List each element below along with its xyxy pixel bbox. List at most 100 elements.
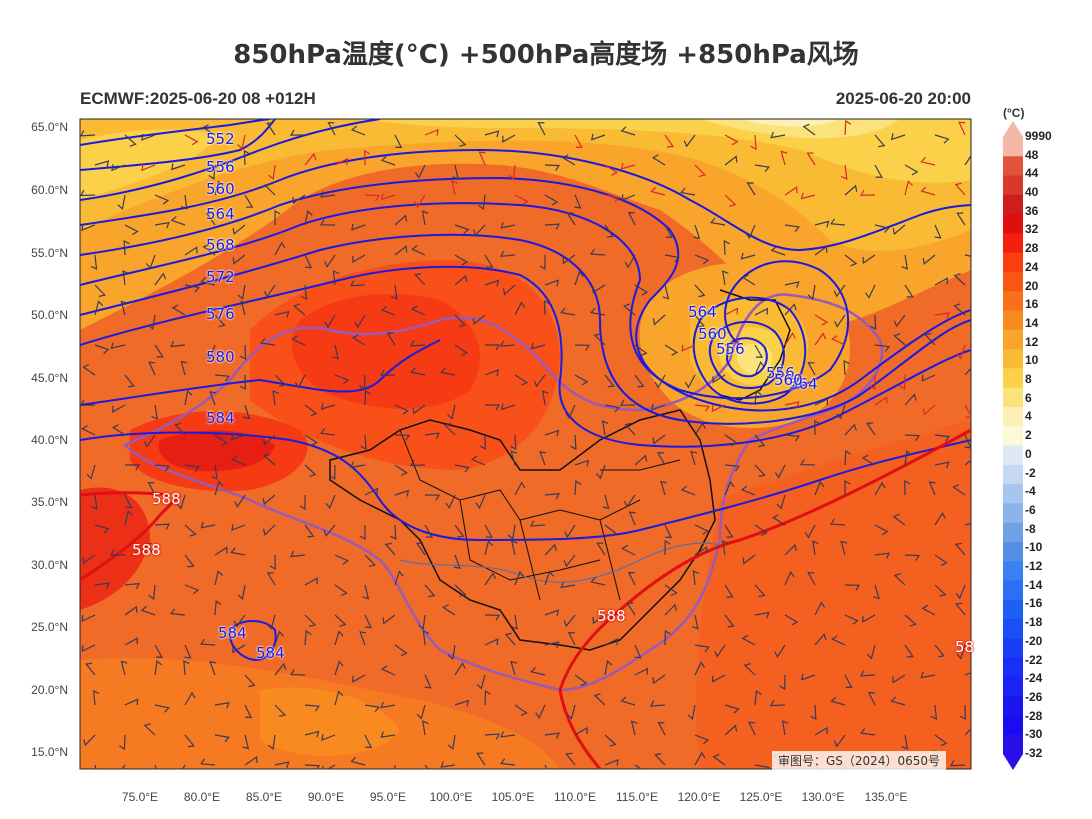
wind-barb [784,224,801,232]
wind-barb [539,254,546,271]
wind-barb [148,584,156,600]
colorbar-swatch [1003,619,1023,639]
wind-barb [500,222,516,229]
wind-barb [529,520,546,527]
wind-barb [319,219,336,226]
wind-barb [184,134,199,146]
wind-barb [263,183,276,196]
wind-barb [394,134,403,149]
wind-barb [169,608,186,616]
wind-barb [874,344,891,352]
wind-barb [560,307,576,316]
wind-barb [304,152,317,166]
wind-barb [710,217,726,226]
wind-barb [934,224,942,239]
lon-label: 105.0°E [491,790,535,804]
wind-barb [692,570,700,586]
wind-barb [350,756,366,766]
wind-barb [840,164,848,180]
wind-barb [124,464,141,471]
wind-barb [443,423,456,436]
wind-barb [319,428,336,436]
wind-barb [119,734,126,751]
wind-barb [324,254,336,268]
wind-barb [244,704,253,719]
wind-barb [869,374,876,391]
wind-barb [544,609,559,617]
wind-barb [574,134,583,148]
wind-barb [634,667,649,676]
wind-barb [94,284,106,298]
colorbar-tick-label: 48 [1025,147,1039,162]
wind-barb [231,455,246,466]
wind-barb [266,614,276,630]
wind-barb [454,344,468,356]
wind-barb [620,696,636,706]
wind-barb [424,524,434,538]
lon-label: 130.0°E [801,790,845,804]
wind-barb [567,631,576,646]
wind-barb [440,761,456,768]
wind-barb [754,344,764,358]
wind-barb [574,459,590,467]
wind-barb [380,155,396,166]
colorbar-tick-label: 10 [1025,353,1039,368]
wind-barb [424,432,440,439]
wind-barb [779,674,786,691]
wind-barb [514,481,526,496]
wind-barb [394,245,408,256]
wind-barb [81,224,96,232]
wind-barb [652,314,666,326]
wind-barb [542,390,549,406]
wind-barb [510,450,518,466]
wind-barb [589,248,606,256]
wind-barb [964,672,971,676]
wind-barb [274,704,287,717]
wind-barb [300,284,308,300]
map-approval-number: 审图号：GS（2024）0650号 [772,751,946,770]
wind-barb [274,209,281,226]
wind-barb [566,704,576,720]
wind-barb [359,374,366,391]
wind-barb [859,728,876,736]
wind-barb [214,546,228,556]
wind-barb [574,194,582,209]
contour-label: 588 [597,607,626,625]
wind-barb [334,554,350,565]
wind-barb [844,184,858,196]
wind-barb [386,332,396,346]
wind-barb [147,481,156,496]
wind-barb [964,254,971,257]
lon-label: 125.0°E [739,790,783,804]
wind-barb [484,279,500,287]
wind-barb [958,121,966,136]
wind-barb [770,131,786,139]
wind-barb [92,690,100,706]
chart-title: 850hPa温度(°C) +500hPa高度场 +850hPa风场 [233,40,859,70]
wind-barb [262,524,276,536]
wind-barb [844,254,858,267]
wind-barb [410,367,426,376]
wind-barb [680,187,696,196]
wind-barb [952,484,966,496]
wind-barb [418,614,426,631]
wind-barb [485,344,501,351]
wind-barb [694,546,708,556]
wind-barb [475,494,486,510]
wind-barb [930,704,938,720]
wind-barb [724,340,740,348]
wind-barb [124,605,138,616]
wind-barb [354,314,366,329]
colorbar-swatch [1003,214,1023,234]
wind-barb [812,540,819,556]
wind-barb [684,374,696,389]
colorbar-unit: (°C) [1003,106,1025,120]
wind-barb [814,601,826,616]
wind-barb [570,434,577,451]
wind-barb [320,403,336,410]
wind-barb [754,307,769,316]
wind-barb [499,758,516,766]
wind-barb [240,344,247,361]
colorbar-tick-label: 32 [1025,222,1039,237]
